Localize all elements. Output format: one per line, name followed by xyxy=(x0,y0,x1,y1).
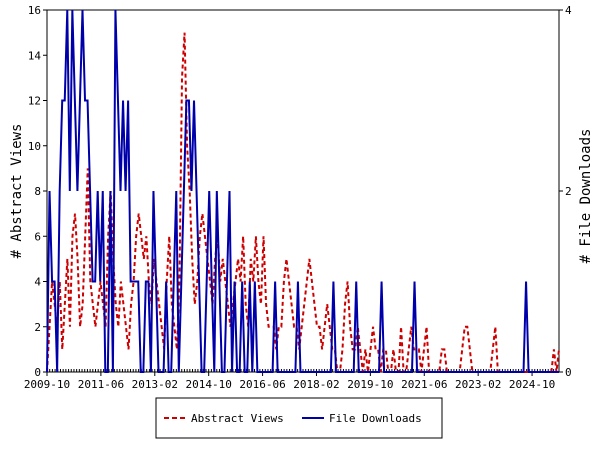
x-tick-label: 2021-06 xyxy=(401,378,447,391)
right-y-tick-label: 2 xyxy=(565,185,572,198)
x-tick-label: 2018-02 xyxy=(293,378,339,391)
left-y-tick-label: 4 xyxy=(34,276,41,289)
x-tick-label: 2013-02 xyxy=(132,378,178,391)
legend-box xyxy=(155,397,443,439)
plot-area xyxy=(46,9,560,373)
right-axis-title: # File Downloads xyxy=(578,129,594,264)
x-tick-label: 2014-10 xyxy=(186,378,232,391)
left-y-tick-label: 12 xyxy=(28,95,41,108)
right-y-tick-label: 0 xyxy=(565,366,572,379)
legend: Abstract Views File Downloads xyxy=(155,397,443,439)
legend-label-file-downloads: File Downloads xyxy=(329,412,422,425)
left-y-tick-label: 10 xyxy=(28,140,41,153)
left-y-tick-label: 0 xyxy=(34,366,41,379)
left-y-axis: 0 2 4 6 8 10 12 14 16 xyxy=(28,4,47,379)
x-tick-label: 2019-10 xyxy=(347,378,393,391)
right-y-tick-label: 4 xyxy=(565,4,572,17)
left-y-tick-label: 8 xyxy=(34,185,41,198)
left-y-tick-label: 14 xyxy=(28,49,42,62)
x-tick-label: 2016-06 xyxy=(239,378,285,391)
x-tick-label: 2023-02 xyxy=(455,378,501,391)
left-y-tick-label: 6 xyxy=(34,230,41,243)
left-y-tick-label: 16 xyxy=(28,4,41,17)
legend-label-abstract-views: Abstract Views xyxy=(191,412,284,425)
x-tick-label: 2009-10 xyxy=(24,378,70,391)
series-layer xyxy=(46,9,560,373)
x-tick-label: 2011-06 xyxy=(78,378,124,391)
x-tick-label: 2024-10 xyxy=(509,378,555,391)
right-y-axis: 0 2 4 xyxy=(559,4,572,379)
left-axis-title: # Abstract Views xyxy=(9,124,25,259)
series-line-file-downloads xyxy=(46,9,559,373)
left-y-tick-label: 2 xyxy=(34,321,41,334)
